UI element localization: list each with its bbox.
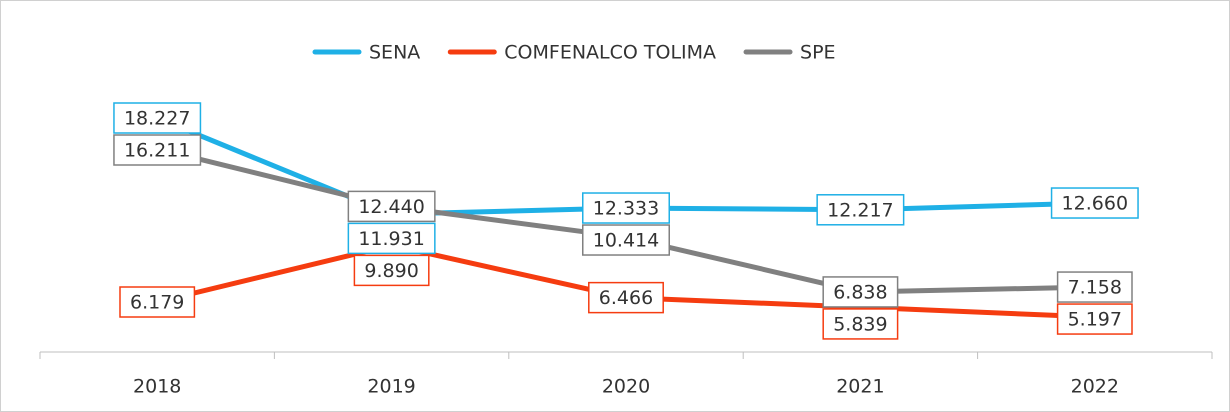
data-label-box [347,222,436,255]
data-label-text: 9.890 [364,260,418,282]
data-label-text: 11.931 [358,228,424,250]
data-label: 12.333 [582,192,670,224]
data-label-box [582,192,670,224]
legend-label: SPE [800,42,836,64]
data-label-box [119,286,196,318]
data-label-text: 5.839 [833,313,887,335]
x-tick-label: 2021 [836,376,884,398]
data-label-box [113,134,202,166]
data-label-box [347,190,436,223]
x-tick-label: 2018 [133,376,181,398]
data-label-text: 12.333 [593,198,659,220]
data-label: 18.227 [113,102,202,134]
data-label-box [822,276,899,308]
data-label: 12.660 [1050,187,1139,219]
legend-label: SENA [369,42,420,64]
x-tick-label: 2020 [602,376,650,398]
data-label-box [113,102,202,134]
data-label-text: 6.179 [130,292,184,314]
data-label: 11.931 [347,222,436,255]
data-label: 5.839 [822,308,899,340]
data-label-box [353,254,430,287]
data-label: 10.414 [582,224,670,256]
legend: SENA COMFENALCO TOLIMA SPE [312,42,836,64]
data-label: 9.890 [353,254,430,287]
x-tick-label: 2019 [367,376,415,398]
data-label: 12.217 [816,194,905,226]
data-label-text: 12.217 [827,199,893,221]
data-label-box [1056,303,1133,335]
data-label-text: 12.440 [358,196,424,218]
legend-label: COMFENALCO TOLIMA [504,42,716,64]
data-label-text: 16.211 [124,140,190,162]
data-label: 5.197 [1056,303,1133,335]
data-label-text: 7.158 [1068,277,1122,299]
data-label-box [1050,187,1139,219]
data-label-text: 10.414 [593,230,659,252]
x-tick-label: 2022 [1071,376,1119,398]
data-label-box [816,194,905,226]
data-label-text: 18.227 [124,108,190,130]
data-label-text: 6.466 [599,287,653,309]
data-label-text: 12.660 [1062,193,1128,215]
data-label: 6.466 [588,281,664,314]
data-label-box [588,281,664,314]
data-label: 6.838 [822,276,899,308]
data-label-box [1056,271,1133,303]
data-label: 7.158 [1056,271,1133,303]
data-label: 6.179 [119,286,196,318]
data-label-box [582,224,670,256]
data-label-text: 5.197 [1068,309,1122,331]
data-label-text: 6.838 [833,281,887,303]
data-label-box [822,308,899,340]
data-label: 12.440 [347,190,436,223]
data-label: 16.211 [113,134,202,166]
